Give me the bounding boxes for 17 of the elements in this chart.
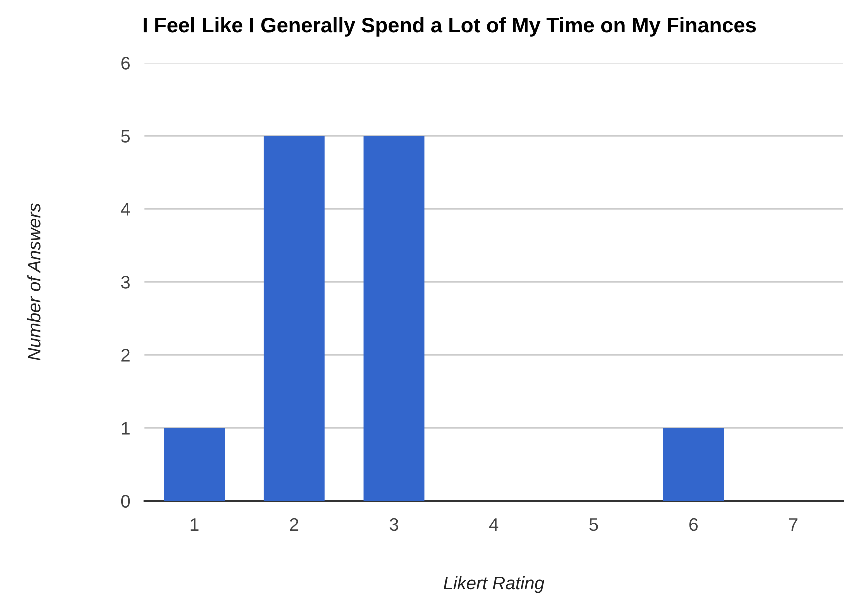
y-tick-label: 5 <box>121 130 130 143</box>
y-tick-label: 2 <box>122 349 130 362</box>
y-axis-title: Number of Answers <box>28 204 41 361</box>
y-tick-label: 0 <box>121 495 130 508</box>
y-tick-label: 3 <box>121 276 130 289</box>
x-tick-label: 7 <box>789 518 798 531</box>
y-tick-label: 1 <box>122 422 130 435</box>
x-tick-label: 1 <box>190 518 199 531</box>
x-tick-label: 6 <box>690 518 698 532</box>
x-tick-label: 2 <box>290 518 299 531</box>
x-tick-label: 4 <box>489 518 499 531</box>
y-tick-label: 6 <box>122 57 130 70</box>
x-axis-title: Likert Rating <box>444 576 545 594</box>
y-tick-label: 4 <box>121 203 130 216</box>
x-tick-label: 3 <box>390 518 398 532</box>
x-tick-label: 5 <box>590 518 598 532</box>
chart-title: I Feel Like I Generally Spend a Lot of My Time on My Finances <box>144 17 756 37</box>
